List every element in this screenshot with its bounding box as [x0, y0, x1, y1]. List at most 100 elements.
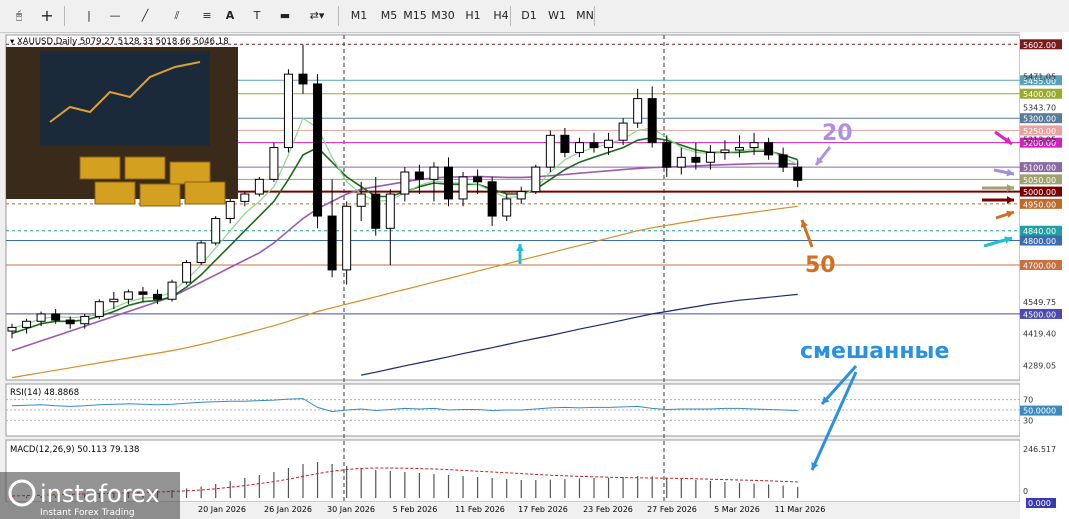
- chart-area[interactable]: 5602.00 5455.00 5400.00 5300.00 5250.00 5200.…: [0, 32, 1069, 519]
- channel-icon[interactable]: ⫽: [174, 9, 180, 22]
- candle: [269, 147, 279, 180]
- candle: [167, 281, 177, 300]
- candle: [705, 151, 715, 163]
- candle: [225, 200, 235, 220]
- candle: [618, 122, 628, 141]
- label-tool-icon[interactable]: T: [253, 9, 261, 22]
- rectangle-icon[interactable]: ▬: [279, 9, 291, 22]
- candle: [778, 154, 788, 168]
- candle: [633, 98, 643, 124]
- crosshair-icon[interactable]: +: [40, 6, 54, 25]
- level-price-label: 4950.00: [1023, 200, 1056, 209]
- x-tick-label: 20 Jan 2026: [198, 505, 246, 514]
- annotation-ma20: 20: [822, 121, 853, 146]
- level-price-label: 5602.00: [1023, 41, 1056, 50]
- price-scale-label: 5343.70: [1023, 103, 1056, 112]
- candle: [109, 298, 119, 303]
- arrow-macd: [810, 371, 858, 471]
- candle: [356, 193, 366, 207]
- trendline-icon[interactable]: ╱: [141, 9, 149, 22]
- candle: [94, 301, 104, 317]
- fibonacci-icon[interactable]: ≡: [202, 9, 212, 22]
- candle: [531, 166, 541, 193]
- watermark-tagline: Instant Forex Trading: [40, 508, 135, 518]
- rsi-scale-label: 70: [1023, 396, 1033, 405]
- x-tick-label: 5 Feb 2026: [393, 505, 438, 514]
- arrow-level-4950-head: [1006, 210, 1014, 218]
- level-price-label: 5100.00: [1023, 164, 1056, 173]
- rsi-header: RSI(14) 48.8868: [10, 388, 79, 398]
- macd-scale-top: 246.517: [1023, 445, 1056, 454]
- arrows-icon[interactable]: ⇄▾: [309, 9, 325, 22]
- gold-bar: [94, 181, 136, 205]
- timeframe-mn[interactable]: MN: [576, 9, 594, 22]
- price-scale-label: 5213.05: [1023, 135, 1056, 144]
- x-tick-label: 5 Mar 2026: [714, 505, 760, 514]
- candle: [342, 205, 352, 271]
- level-price-label: 4700.00: [1023, 262, 1056, 271]
- level-price-label: 5000.00: [1023, 188, 1056, 197]
- level-price-label: 5050.00: [1023, 176, 1056, 185]
- level-price-tag: [1020, 88, 1062, 99]
- candle: [720, 149, 730, 153]
- candle: [123, 291, 133, 300]
- level-price-tag: [1020, 308, 1062, 319]
- timeframe-m1[interactable]: M1: [350, 9, 368, 22]
- arrow-cyan-low-head: [516, 244, 524, 252]
- text-tool-icon[interactable]: A: [225, 9, 235, 22]
- level-price-tag: [1020, 125, 1062, 136]
- candle: [313, 83, 323, 217]
- instaforex-logo-icon: [8, 479, 36, 507]
- level-price-tag: [1020, 198, 1062, 209]
- gold-bar: [124, 156, 166, 180]
- candle: [545, 134, 555, 168]
- candle: [749, 142, 759, 149]
- level-price-tag: [1020, 235, 1062, 246]
- candle: [36, 313, 46, 322]
- x-tick-label: 17 Feb 2026: [518, 505, 568, 514]
- gold-bar: [139, 183, 181, 207]
- timeframe-h1[interactable]: H1: [465, 9, 481, 22]
- candle: [574, 142, 584, 153]
- candle: [676, 156, 686, 168]
- ma-line-ma-50: [11, 205, 798, 379]
- candle: [400, 171, 410, 195]
- candle: [444, 166, 453, 200]
- toolbar: 🖰 + | — ╱ ⫽ ≡ A T ▬ ⇄▾ M1 M5 M15 M30 H1 H4 D1 W…: [0, 0, 1069, 33]
- timeframe-m30[interactable]: M30: [431, 9, 455, 22]
- candle: [691, 156, 701, 163]
- arrow-level-4840-head: [1004, 236, 1012, 244]
- x-tick-label: 23 Feb 2026: [583, 505, 633, 514]
- timeframe-d1[interactable]: D1: [521, 9, 537, 22]
- arrow-rsi-head: [822, 396, 830, 404]
- x-tick-label: 11 Feb 2026: [455, 505, 505, 514]
- vertical-line-icon[interactable]: |: [87, 9, 91, 22]
- price-scale-label: 4549.75: [1023, 298, 1056, 307]
- level-price-tag: [1020, 162, 1062, 173]
- candle: [283, 73, 293, 149]
- cursor-icon[interactable]: 🖰: [15, 9, 23, 22]
- arrow-level-5050-head: [1006, 184, 1014, 192]
- timeframe-h4[interactable]: H4: [493, 9, 509, 22]
- candle: [662, 142, 672, 168]
- candle: [414, 171, 424, 180]
- candle: [371, 193, 381, 229]
- timeframe-w1[interactable]: W1: [548, 9, 566, 22]
- candle: [80, 315, 90, 325]
- candle: [51, 313, 61, 321]
- macd-value-label: 0.000: [1028, 499, 1051, 508]
- candle: [735, 147, 744, 151]
- candle: [327, 215, 337, 271]
- rsi-value-tag: [1020, 405, 1062, 416]
- candle: [240, 193, 250, 202]
- gold-bar: [169, 161, 211, 185]
- level-price-label: 4840.00: [1023, 227, 1056, 236]
- timeframe-m5[interactable]: M5: [380, 9, 398, 22]
- candle: [138, 291, 148, 295]
- timeframe-m15[interactable]: M15: [403, 9, 427, 22]
- watermark-brand: instaforex: [40, 480, 160, 508]
- level-price-tag: [1020, 174, 1062, 185]
- horizontal-line-icon[interactable]: —: [109, 9, 121, 22]
